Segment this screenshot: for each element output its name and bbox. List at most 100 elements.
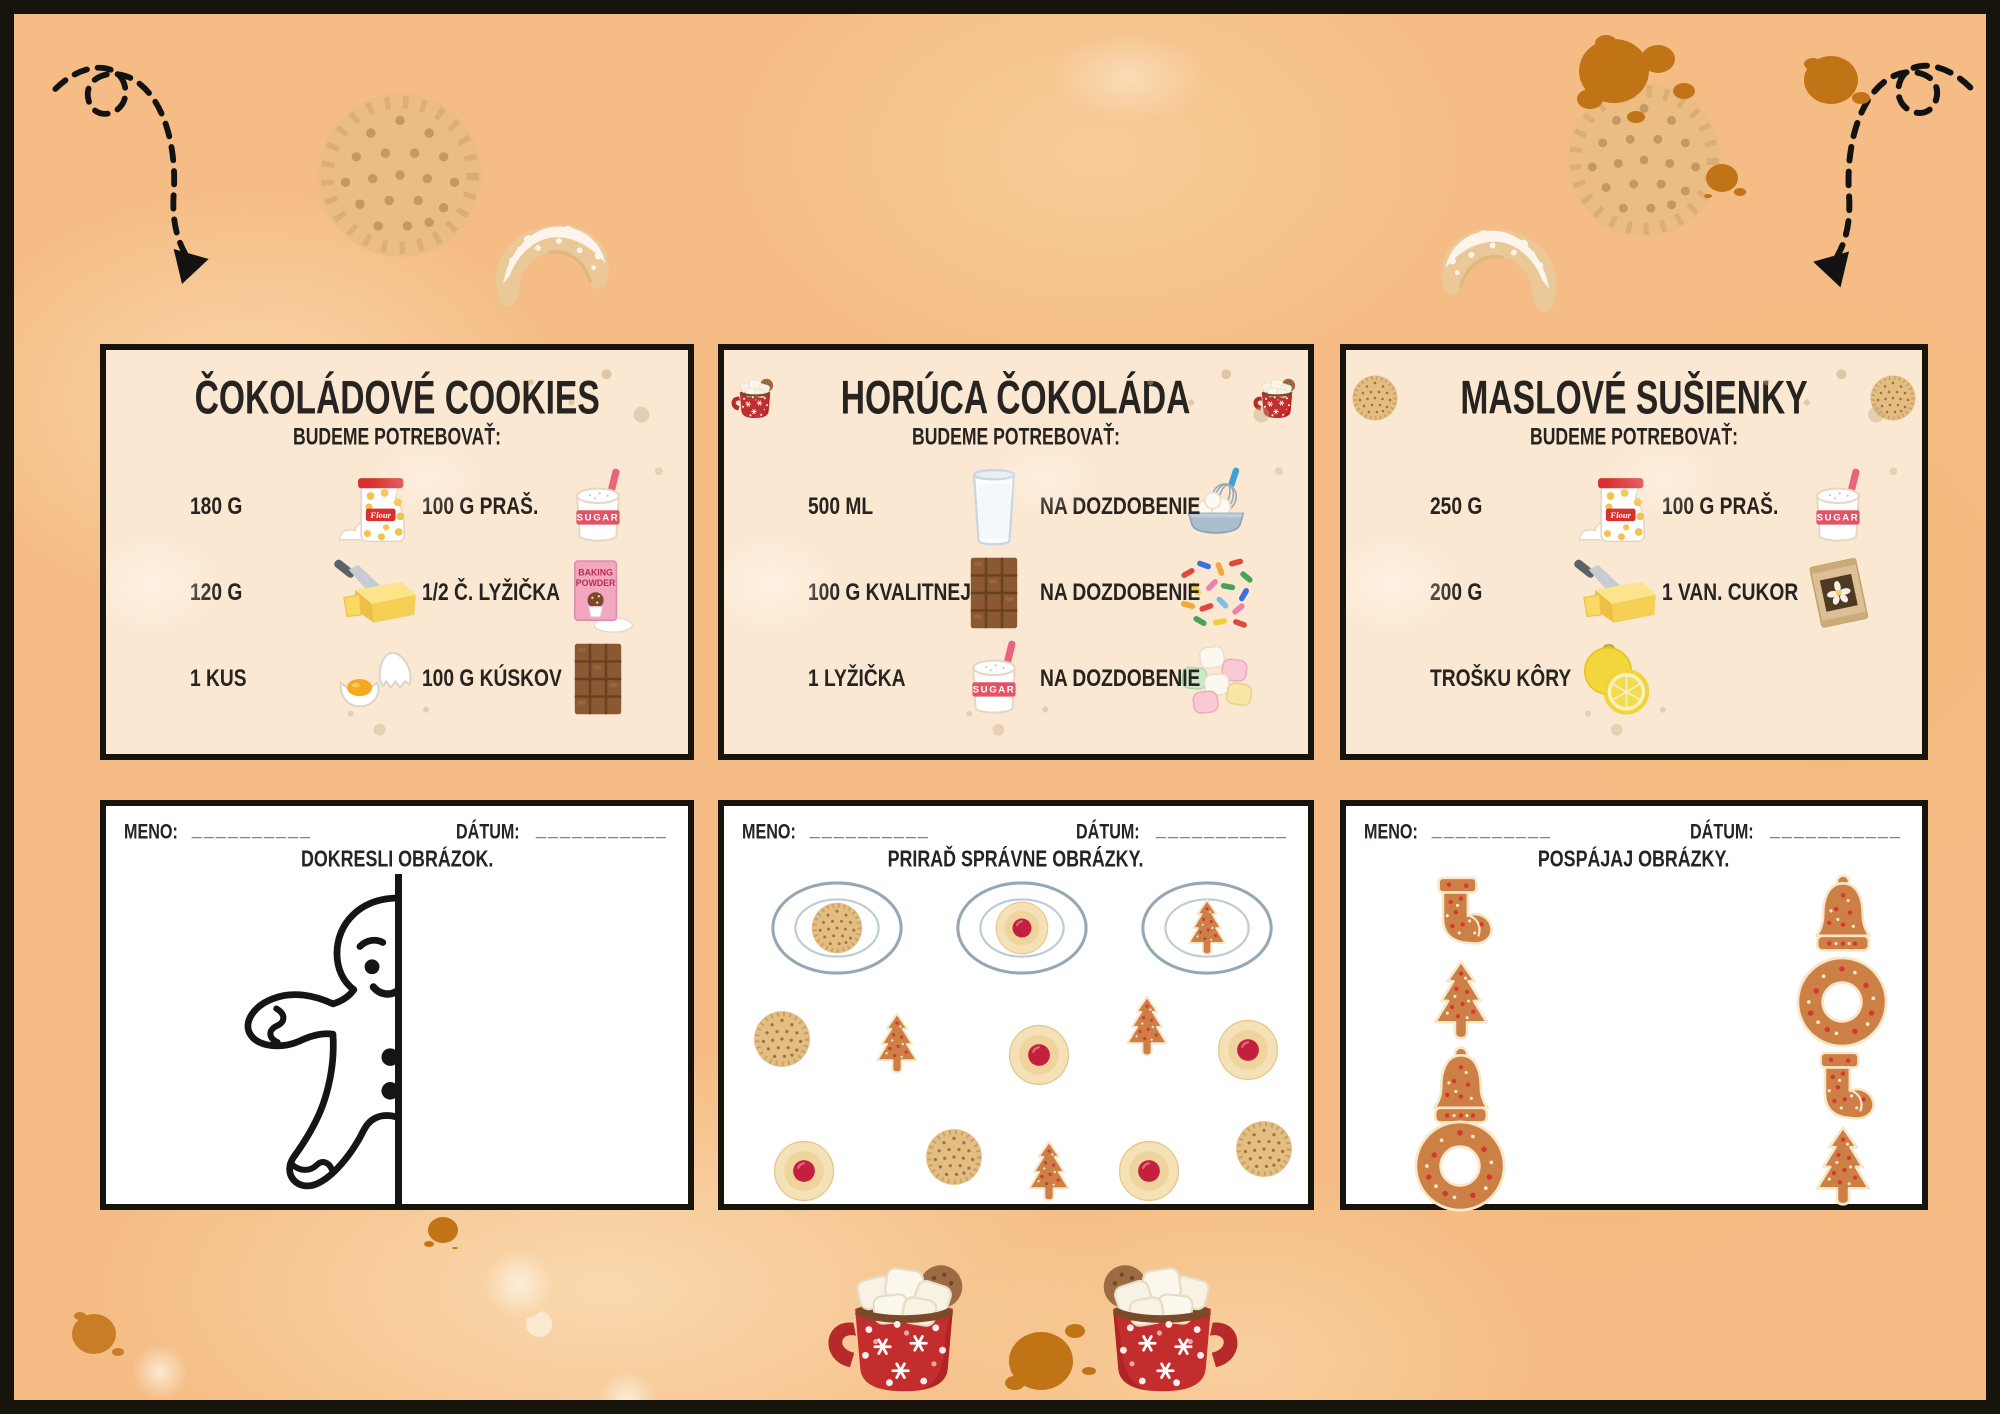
recipe-card-chocolate-cookies: ČOKOLÁDOVÉ COOKIES BUDEME POTREBOVAŤ: 18… — [100, 344, 694, 760]
ingredient-qty: 100 G KVALITNEJ — [808, 579, 971, 606]
paint-splatter — [1579, 39, 1649, 103]
gingerbread-wreath-icon — [1414, 1120, 1506, 1212]
name-field: MENO: __________ — [1364, 820, 1552, 845]
plate — [951, 876, 1093, 980]
worksheet-connect-pictures: MENO: __________ DÁTUM: ___________ POSP… — [1340, 800, 1928, 1212]
gingerbread-wreath-icon — [1796, 956, 1888, 1048]
ingredient-qty: 1 KUS — [190, 665, 247, 692]
ingredient-qty: 1/2 Č. LYŽIČKA — [422, 579, 560, 606]
activity-title: DOKRESLI OBRÁZOK. — [300, 846, 494, 873]
marshmallows-icon — [1173, 639, 1259, 719]
ingredient-qty: 100 G KÚSKOV — [422, 665, 562, 692]
activity-title: POSPÁJAJ OBRÁZKY. — [1538, 846, 1730, 873]
chocolate-bar-icon — [555, 639, 641, 719]
ingredient-qty: 100 G PRAŠ. — [422, 493, 539, 520]
date-label: DÁTUM: — [456, 820, 521, 845]
ingredient-qty: TROŠKU KÔRY — [1430, 665, 1572, 692]
biscuit-icon — [751, 1008, 813, 1070]
cracked-egg-icon — [333, 639, 419, 719]
linzer-cookie-icon — [994, 897, 1050, 959]
half-gingerbread-drawing — [190, 888, 399, 1206]
worksheet-match-pictures: MENO: __________ DÁTUM: ___________ PRIR… — [718, 800, 1314, 1210]
svg-text:SUGAR: SUGAR — [1817, 513, 1860, 524]
linzer-cookie-icon — [1007, 1023, 1071, 1087]
biscuit-icon — [1233, 1118, 1295, 1180]
paint-splatter — [132, 1344, 188, 1400]
dashed-arrow-icon — [1779, 42, 1984, 297]
name-field: MENO: __________ — [742, 820, 930, 845]
paint-splatter — [484, 1249, 554, 1319]
gingerbread-tree-icon — [1179, 897, 1235, 959]
gingerbread-stocking-icon — [1797, 1046, 1889, 1132]
gingerbread-tree-icon — [1020, 1135, 1078, 1209]
paint-splatter — [428, 1217, 458, 1243]
biscuit-icon — [1865, 373, 1921, 423]
name-label: MENO: — [742, 820, 796, 845]
lemon-icon — [1573, 639, 1659, 719]
paint-splatter — [72, 1314, 116, 1354]
whipped-cream-icon — [1173, 467, 1259, 547]
biscuit-icon — [923, 1126, 985, 1188]
vanilla-sugar-icon — [1795, 553, 1881, 633]
biscuit-icon — [809, 897, 865, 959]
ingredient-list: 250 G Flour 100 G PRAŠ. SUGAR 200 G 1 VA… — [1346, 464, 1922, 722]
paint-splatter — [1009, 1332, 1073, 1390]
date-label: DÁTUM: — [1076, 820, 1141, 845]
activity-title: PRIRAĎ SPRÁVNE OBRÁZKY. — [888, 846, 1144, 873]
hot-chocolate-mug-icon — [727, 373, 783, 423]
svg-text:BAKING: BAKING — [578, 567, 613, 577]
name-blank-line: __________ — [191, 820, 312, 840]
hot-chocolate-mug-icon — [1249, 373, 1305, 423]
date-blank-line: ___________ — [535, 820, 668, 840]
dashed-arrow-icon — [42, 44, 242, 294]
symmetry-line — [395, 874, 402, 1208]
ingredient-qty: 500 ML — [808, 493, 874, 520]
biscuit-icon — [1558, 74, 1730, 246]
recipe-title: HORÚCA ČOKOLÁDA — [841, 371, 1191, 424]
ingredient-qty: 1 LYŽIČKA — [808, 665, 906, 692]
linzer-cookie-icon — [772, 1139, 836, 1203]
milk-glass-icon — [951, 467, 1037, 547]
date-field: DÁTUM: ___________ — [456, 820, 668, 845]
svg-text:Flour: Flour — [369, 510, 391, 520]
butter-knife-icon — [333, 553, 419, 633]
linzer-cookie-icon — [1117, 1139, 1181, 1203]
chocolate-bar-icon — [951, 553, 1037, 633]
ingredient-qty: 180 G — [190, 493, 243, 520]
gingerbread-tree-icon — [1118, 990, 1176, 1064]
recipe-subtitle: BUDEME POTREBOVAŤ: — [912, 422, 1120, 450]
recipe-title: ČOKOLÁDOVÉ COOKIES — [194, 371, 600, 424]
ingredient-qty: NA DOZDOBENIE — [1040, 665, 1201, 692]
sprinkles-icon — [1173, 553, 1259, 633]
plate — [1136, 876, 1278, 980]
date-blank-line: ___________ — [1155, 820, 1288, 840]
date-label: DÁTUM: — [1690, 820, 1755, 845]
worksheet-draw-picture: MENO: __________ DÁTUM: ___________ DOKR… — [100, 800, 694, 1210]
ingredient-qty: 100 G PRAŠ. — [1662, 493, 1779, 520]
name-blank-line: __________ — [1431, 820, 1552, 840]
ingredient-list: 180 G Flour 100 G PRAŠ. SUGAR 120 G 1/2 … — [106, 464, 688, 722]
ingredient-qty: 120 G — [190, 579, 243, 606]
ingredient-qty: 200 G — [1430, 579, 1483, 606]
crescent-cookie-icon — [472, 212, 634, 328]
recipe-card-hot-chocolate: HORÚCA ČOKOLÁDA BUDEME POTREBOVAŤ: 500 M… — [718, 344, 1314, 760]
gingerbread-bell-icon — [1800, 870, 1886, 962]
gingerbread-stocking-icon — [1415, 871, 1507, 957]
paint-splatter — [594, 1374, 660, 1400]
recipe-card-butter-biscuits: MASLOVÉ SUŠIENKY BUDEME POTREBOVAŤ: 250 … — [1340, 344, 1928, 760]
paint-splatter — [1804, 56, 1858, 104]
recipe-title: MASLOVÉ SUŠIENKY — [1460, 371, 1808, 424]
svg-text:SUGAR: SUGAR — [577, 513, 620, 524]
paint-splatter — [1706, 164, 1738, 192]
recipe-subtitle: BUDEME POTREBOVAŤ: — [293, 422, 501, 450]
svg-text:Flour: Flour — [1609, 510, 1631, 520]
name-label: MENO: — [1364, 820, 1418, 845]
ingredient-qty: 1 VAN. CUKOR — [1662, 579, 1799, 606]
sugar-jar-icon: SUGAR — [951, 639, 1037, 719]
hot-chocolate-mug-icon — [814, 1236, 994, 1400]
name-label: MENO: — [124, 820, 178, 845]
date-field: DÁTUM: ___________ — [1690, 820, 1902, 845]
empty-slot — [1795, 639, 1881, 719]
svg-text:POWDER: POWDER — [576, 578, 616, 588]
